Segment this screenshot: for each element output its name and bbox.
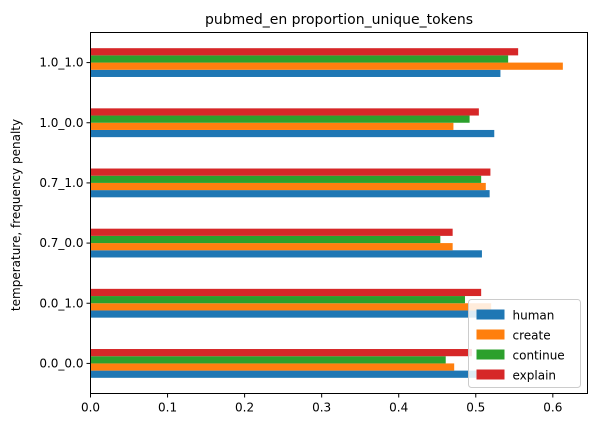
bar-create-1.0_1.0 <box>90 62 563 70</box>
legend-label-create: create <box>513 329 551 343</box>
y-tick-label: 0.0_1.0 <box>39 296 83 310</box>
bar-create-0.7_0.0 <box>90 243 453 251</box>
legend: human create continue explain <box>468 299 581 388</box>
y-tick-label: 0.0_0.0 <box>39 356 83 370</box>
bar-human-0.7_0.0 <box>90 250 482 258</box>
x-tick-label: 0.2 <box>235 401 254 415</box>
bar-explain-1.0_0.0 <box>90 108 479 116</box>
x-tick-label: 0.1 <box>158 401 177 415</box>
legend-swatch-human <box>476 309 505 320</box>
bar-human-0.7_1.0 <box>90 190 490 198</box>
bar-create-0.0_0.0 <box>90 363 455 371</box>
y-tick-label: 1.0_1.0 <box>39 56 83 70</box>
legend-swatch-continue <box>476 349 505 360</box>
legend-box <box>468 299 581 388</box>
x-tick-label: 0.5 <box>466 401 485 415</box>
bar-create-1.0_0.0 <box>90 122 454 130</box>
x-tick-label: 0.6 <box>543 401 562 415</box>
x-axis-ticks: 0.0 0.1 0.2 0.3 0.4 0.5 0.6 <box>81 393 562 415</box>
bar-human-1.0_1.0 <box>90 69 501 77</box>
bar-continue-0.0_1.0 <box>90 296 465 304</box>
bar-continue-1.0_1.0 <box>90 55 509 63</box>
bar-human-0.0_1.0 <box>90 310 499 318</box>
legend-label-human: human <box>513 309 555 323</box>
bar-explain-0.0_1.0 <box>90 288 482 297</box>
plot-frame <box>90 32 588 394</box>
legend-label-explain: explain <box>513 369 557 383</box>
bar-continue-0.7_1.0 <box>90 175 482 183</box>
x-tick-label: 0.3 <box>312 401 331 415</box>
bars-group <box>90 48 563 378</box>
bar-explain-1.0_1.0 <box>90 48 519 56</box>
legend-swatch-create <box>476 329 505 340</box>
legend-swatch-explain <box>476 369 505 380</box>
bar-create-0.7_1.0 <box>90 182 486 191</box>
bar-explain-0.7_0.0 <box>90 228 453 236</box>
chart-title: pubmed_en proportion_unique_tokens <box>205 12 473 28</box>
legend-label-continue: continue <box>513 349 565 363</box>
bar-explain-0.0_0.0 <box>90 349 472 357</box>
bar-explain-0.7_1.0 <box>90 168 491 176</box>
x-tick-label: 0.0 <box>81 401 100 415</box>
bar-continue-1.0_0.0 <box>90 115 470 123</box>
bar-human-1.0_0.0 <box>90 129 495 138</box>
y-axis-ticks: 0.0_0.0 0.0_1.0 0.7_0.0 0.7_1.0 1.0_0.0 1.0_1… <box>39 56 91 370</box>
y-tick-label: 0.7_0.0 <box>39 236 83 250</box>
y-tick-label: 1.0_0.0 <box>39 116 83 130</box>
bar-continue-0.7_0.0 <box>90 235 441 244</box>
x-tick-label: 0.4 <box>389 401 408 415</box>
bar-create-0.0_1.0 <box>90 303 492 311</box>
bar-human-0.0_0.0 <box>90 370 499 378</box>
y-tick-label: 0.7_1.0 <box>39 176 83 190</box>
bar-continue-0.0_0.0 <box>90 356 446 364</box>
y-axis-label: temperature, frequency penalty <box>9 119 23 311</box>
